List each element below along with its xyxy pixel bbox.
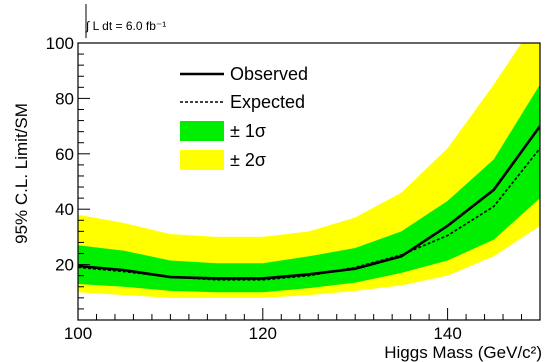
- legend-label: Expected: [230, 92, 305, 112]
- legend-swatch-band: [180, 150, 224, 170]
- band-two-sigma: [78, 43, 540, 298]
- luminosity-annotation: ∫ L dt = 6.0 fb⁻¹: [85, 19, 166, 33]
- uncertainty-bands: [78, 43, 540, 298]
- axis-tick-labels: 100 120 140 20 40 60 80 100: [46, 34, 462, 343]
- axis-ticks: [77, 42, 541, 321]
- x-tick-label: 100: [64, 324, 92, 343]
- legend-label: ± 1σ: [230, 121, 266, 141]
- legend-label: Observed: [230, 64, 308, 84]
- y-tick-label: 40: [55, 200, 74, 219]
- x-tick-label: 140: [433, 324, 461, 343]
- y-tick-label: 20: [55, 256, 74, 275]
- plot-frame: [77, 42, 541, 321]
- y-tick-label: 60: [55, 145, 74, 164]
- expected-line: [78, 147, 540, 281]
- x-tick-label: 120: [249, 324, 277, 343]
- limit-lines: [78, 125, 540, 281]
- legend-label: ± 2σ: [230, 150, 266, 170]
- y-axis-title: 95% C.L. Limit/SM: [12, 103, 31, 244]
- y-tick-label: 80: [55, 89, 74, 108]
- legend: Observed Expected ± 1σ ± 2σ: [180, 64, 308, 170]
- legend-swatch-band: [180, 121, 224, 141]
- x-axis-title: Higgs Mass (GeV/c²): [384, 343, 542, 362]
- y-tick-label: 100: [46, 34, 74, 53]
